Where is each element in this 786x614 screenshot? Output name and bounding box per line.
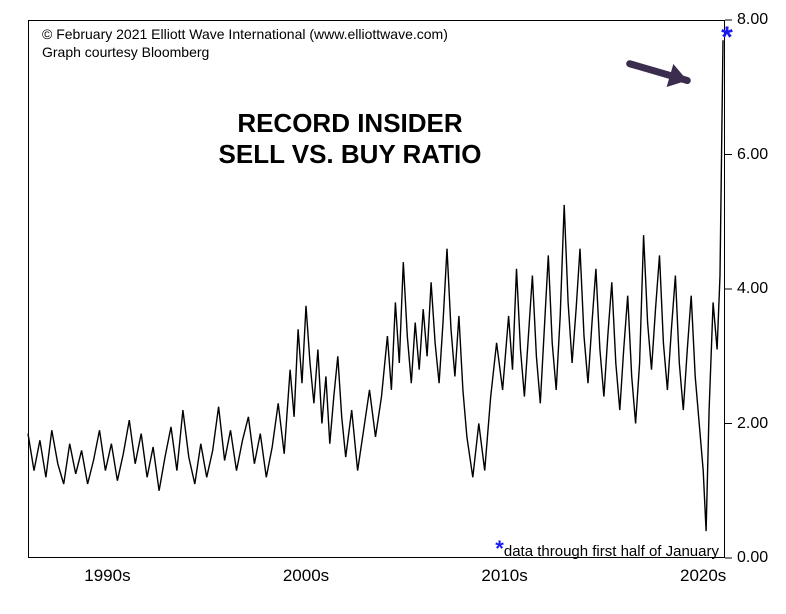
chart-frame: * © February 2021 Elliott Wave Internati…: [0, 0, 786, 614]
copyright-line-2: Graph courtesy Bloomberg: [42, 44, 448, 62]
x-tick-label: 2010s: [481, 566, 527, 586]
footnote-asterisk-icon: *: [495, 536, 504, 561]
y-tick-label: 0.00: [737, 549, 768, 567]
chart-title: RECORD INSIDER SELL VS. BUY RATIO: [150, 108, 550, 170]
y-tick-label: 8.00: [737, 11, 768, 29]
x-tick-label: 2020s: [680, 566, 726, 586]
x-tick-label: 1990s: [84, 566, 130, 586]
y-tick-label: 6.00: [737, 146, 768, 164]
footnote-text: data through first half of January: [504, 543, 719, 560]
chart-svg: *: [0, 0, 786, 614]
peak-asterisk-icon: *: [721, 21, 733, 54]
copyright-line-1: © February 2021 Elliott Wave Internation…: [42, 26, 448, 44]
y-tick-label: 4.00: [737, 280, 768, 298]
copyright-text: © February 2021 Elliott Wave Internation…: [42, 26, 448, 61]
footnote: *data through first half of January: [495, 536, 719, 562]
y-tick-label: 2.00: [737, 415, 768, 433]
x-tick-label: 2000s: [283, 566, 329, 586]
